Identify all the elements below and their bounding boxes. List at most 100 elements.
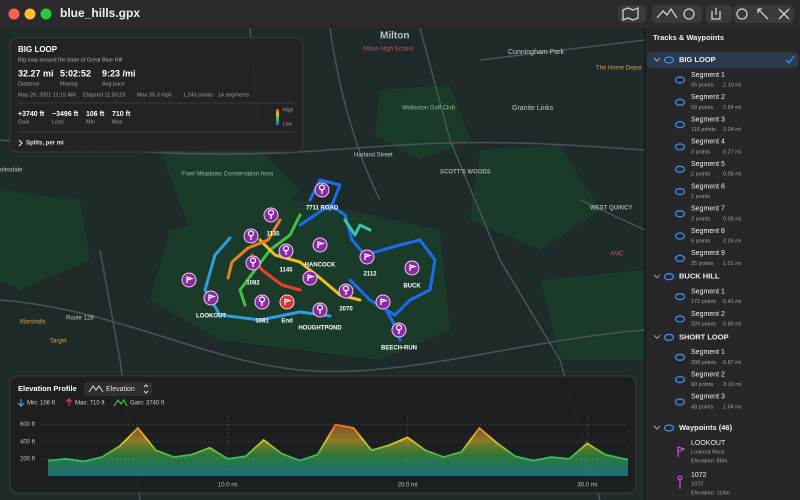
- mode-icon: [88, 385, 104, 393]
- segment-name: Segment 2: [691, 311, 725, 318]
- elevation-stat-label: Gain: [18, 119, 30, 125]
- visibility-toggle[interactable]: [674, 398, 686, 406]
- segment-distance: 6.87 mi: [723, 360, 741, 366]
- segment-distance: 5.41 mi: [723, 299, 741, 305]
- selected-row[interactable]: [647, 52, 798, 68]
- legend-high: High: [283, 107, 294, 113]
- sidebar-title: Tracks & Waypoints: [653, 33, 724, 42]
- segment-name: Segment 1: [691, 72, 725, 79]
- track-subtitle: Big loop around the base of Great Blue H…: [18, 57, 122, 63]
- pin-icon: [318, 184, 326, 194]
- place-label: Marshalls: [20, 320, 46, 326]
- map-labels: Milton Milton High School Cunningham Park T…: [0, 31, 642, 352]
- segment-points: 3 points: [691, 216, 711, 222]
- visibility-toggle[interactable]: [663, 424, 675, 432]
- pin-icon: [249, 257, 257, 267]
- track-name: BIG LOOP: [679, 55, 716, 64]
- visibility-toggle[interactable]: [674, 98, 686, 106]
- segment-points: 95 points: [691, 82, 714, 88]
- pin-icon: [364, 253, 373, 260]
- stat-value: 9:23 /mi: [102, 68, 136, 78]
- stat-value: 5:02:52: [60, 68, 91, 78]
- waypoint-label: 2112: [363, 272, 377, 278]
- window-title: blue_hills.gpx: [60, 6, 140, 20]
- color-legend: [276, 109, 279, 125]
- waypoint-label: 2070: [339, 307, 353, 313]
- share-button[interactable]: [706, 5, 732, 23]
- visibility-toggle[interactable]: [674, 76, 686, 84]
- pin-icon: [208, 294, 217, 301]
- segment-distance: 0.05 mi: [723, 172, 741, 178]
- waypoint-label: LOOKOUT: [196, 314, 226, 320]
- stat-label: Distance: [18, 81, 39, 87]
- checkmark: [785, 55, 795, 65]
- place-label: Milton: [380, 31, 409, 42]
- segment-name: Segment 3: [691, 394, 725, 401]
- splits-toggle[interactable]: Splits, per mi: [26, 141, 64, 147]
- disclosure: [18, 139, 23, 147]
- visibility-toggle[interactable]: [674, 120, 686, 129]
- place-label: The Home Depot: [596, 66, 642, 72]
- visibility-toggle[interactable]: [674, 293, 686, 301]
- segment-distance: 5.89 mi: [723, 321, 741, 327]
- place-label: Route 128: [66, 316, 94, 322]
- disclosure: [653, 425, 661, 430]
- visibility-toggle[interactable]: [674, 353, 686, 361]
- waypoint-label: HANCOCK: [305, 263, 336, 269]
- waypoint-description: 1072: [691, 481, 703, 487]
- pin-icon: [317, 241, 326, 248]
- minimize-button[interactable]: [24, 8, 36, 20]
- pin-icon: [342, 285, 350, 295]
- place-label: WEST QUINCY: [590, 206, 632, 212]
- elevation-stat-value: −3496 ft: [52, 111, 79, 118]
- stat-icon: [65, 398, 73, 406]
- pin-icon: [258, 296, 266, 306]
- visibility-toggle[interactable]: [674, 232, 686, 240]
- segment-name: Segment 8: [691, 228, 725, 235]
- visibility-toggle[interactable]: [663, 56, 675, 64]
- visibility-toggle[interactable]: [674, 375, 686, 384]
- place-label: Milton High School: [363, 47, 413, 53]
- visibility-toggle[interactable]: [674, 315, 686, 323]
- waypoint-elevation: Elevation: 114m: [691, 490, 730, 496]
- meta-text: Max 35.3 mph: [137, 92, 172, 98]
- window-buttons[interactable]: [734, 5, 794, 23]
- elevation-stat-label: Min: [86, 119, 95, 125]
- segment-points: 6 points: [691, 239, 711, 245]
- segment-name: Segment 3: [691, 116, 725, 123]
- segment-distance: 2.10 mi: [723, 82, 741, 88]
- stat-label: Moving: [60, 81, 78, 87]
- pin-icon: [284, 298, 293, 305]
- visibility-toggle[interactable]: [663, 333, 675, 341]
- info-panel: [9, 37, 304, 153]
- elevation-content: Elevation Profile Elevation Min: 106 ft Max…: [17, 382, 629, 489]
- zoom-button[interactable]: [40, 8, 52, 20]
- pin-icon: [395, 324, 403, 334]
- mode-label: Elevation: [106, 386, 135, 393]
- waypoint-label: 1145: [279, 268, 293, 274]
- visibility-toggle[interactable]: [674, 143, 686, 151]
- track-name: BUCK HILL: [679, 272, 720, 281]
- close-button[interactable]: [8, 8, 20, 20]
- elevation-stat-label: Max: [112, 119, 123, 125]
- visibility-toggle[interactable]: [674, 254, 686, 263]
- waypoint-icon: [677, 475, 683, 489]
- meta-text: May 26, 2001 11:15 AM: [18, 92, 76, 98]
- visibility-toggle[interactable]: [674, 210, 686, 218]
- mode-dropdown[interactable]: [84, 382, 152, 396]
- stat-icon: [113, 398, 128, 407]
- profile-stat: Max: 710 ft: [75, 401, 105, 407]
- waypoint-name: LOOKOUT: [691, 440, 726, 447]
- sidebar-content: Tracks & Waypoints BIG LOOP Segment 1 95 po…: [647, 33, 798, 496]
- chevron: [143, 384, 149, 394]
- elevation-line: [47, 423, 629, 463]
- visibility-toggle[interactable]: [674, 187, 686, 196]
- waypoint-label: 7711 ROAD: [306, 206, 339, 212]
- segment-points: 116 points: [691, 127, 716, 133]
- y-tick-label: 600 ft: [20, 422, 35, 428]
- visibility-toggle[interactable]: [663, 273, 675, 281]
- toolbar: [618, 5, 794, 23]
- visibility-toggle[interactable]: [674, 165, 686, 173]
- segment-distance: 1.64 mi: [723, 404, 741, 410]
